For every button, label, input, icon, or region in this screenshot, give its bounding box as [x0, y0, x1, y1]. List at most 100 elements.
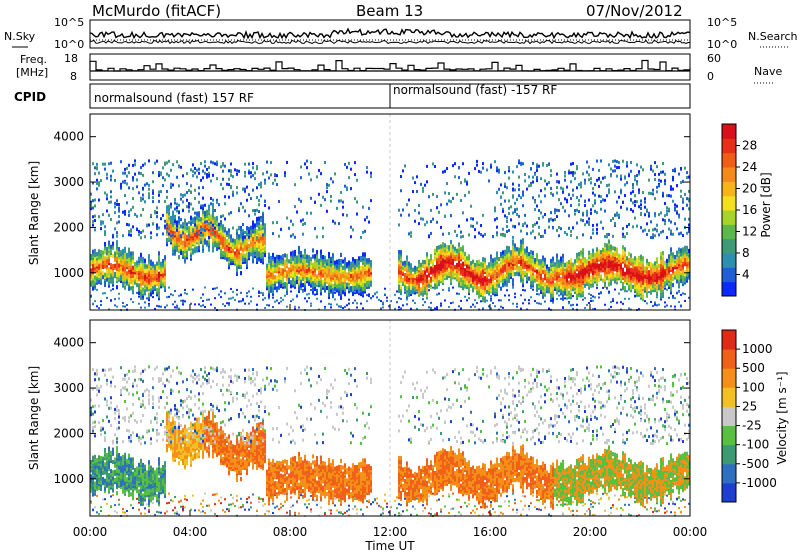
power-cell	[424, 270, 426, 275]
power-cell	[442, 254, 444, 259]
power-cell	[592, 299, 594, 302]
power-cell	[528, 302, 530, 305]
power-cell	[502, 258, 504, 263]
power-cell	[254, 237, 256, 242]
power-cell	[186, 292, 188, 295]
power-cell	[544, 300, 546, 303]
power-cell	[580, 250, 582, 255]
power-cell	[604, 198, 606, 202]
power-cell	[286, 290, 288, 295]
nave-tick-high: 60	[707, 52, 721, 65]
power-cell	[304, 297, 306, 300]
power-cell	[310, 196, 312, 200]
power-cell	[468, 297, 470, 300]
power-cell	[592, 295, 594, 298]
power-cell	[298, 250, 300, 255]
power-cell	[346, 187, 348, 191]
power-cell	[572, 193, 574, 197]
power-cell	[150, 269, 152, 275]
power-cell	[290, 290, 292, 293]
power-cell	[500, 183, 502, 187]
power-cell	[580, 264, 582, 269]
power-cell	[504, 214, 506, 218]
power-cell	[142, 186, 144, 190]
power-cell	[364, 274, 366, 280]
power-cell	[364, 252, 366, 257]
power-cell	[140, 231, 142, 235]
power-cell	[180, 299, 182, 302]
power-cell	[214, 209, 216, 213]
power-cell	[98, 249, 100, 254]
power-cell	[572, 226, 574, 230]
power-cell	[422, 292, 424, 297]
power-cell	[406, 255, 408, 260]
power-cell	[146, 268, 148, 273]
power-cell	[504, 184, 506, 188]
power-cell	[226, 238, 228, 244]
power-cell	[112, 253, 114, 259]
power-cell	[570, 162, 572, 166]
power-cell	[152, 189, 154, 193]
n-search-tick-low: 10^0	[707, 38, 737, 51]
power-cell	[306, 254, 308, 259]
power-cell	[276, 221, 278, 225]
power-cell	[334, 172, 336, 176]
power-cell	[612, 270, 614, 275]
power-cell	[580, 183, 582, 187]
power-cell	[532, 288, 534, 291]
power-cell	[420, 182, 422, 186]
power-cell	[204, 164, 206, 168]
power-cell	[356, 258, 358, 264]
power-cell	[262, 219, 264, 223]
power-cell	[576, 277, 578, 282]
beam-title: Beam 13	[356, 2, 423, 20]
power-cell	[248, 252, 250, 257]
power-cell	[408, 213, 410, 217]
power-cell	[258, 290, 260, 293]
power-cell	[548, 307, 550, 310]
power-cell	[304, 221, 306, 225]
power-cell	[616, 301, 618, 304]
power-cell	[608, 308, 610, 311]
power-cell	[186, 205, 188, 209]
power-cell	[606, 251, 608, 256]
power-cell	[576, 208, 578, 212]
power-cell	[254, 209, 256, 213]
power-cell	[550, 211, 552, 215]
power-cell	[132, 225, 134, 229]
power-cell	[200, 233, 202, 237]
power-cell	[348, 298, 350, 301]
power-cell	[474, 305, 476, 308]
power-cell	[320, 203, 322, 207]
power-cell	[516, 198, 518, 202]
power-cell	[458, 292, 460, 295]
power-cell	[248, 235, 250, 239]
power-cell	[114, 251, 116, 256]
power-cell	[148, 159, 150, 163]
power-cell	[396, 301, 398, 304]
power-cell	[416, 307, 418, 310]
power-cell	[598, 168, 600, 172]
power-cell	[104, 191, 106, 195]
power-cell	[214, 220, 216, 225]
power-cell	[210, 303, 212, 306]
power-cell	[606, 267, 608, 273]
power-cell	[144, 200, 146, 204]
power-cell	[506, 225, 508, 229]
power-cell	[316, 297, 318, 300]
power-cell	[580, 218, 582, 222]
power-cell	[606, 184, 608, 188]
power-cell	[582, 233, 584, 237]
power-cell	[342, 213, 344, 217]
power-cell	[248, 171, 250, 175]
power-cell	[440, 302, 442, 305]
power-cell	[232, 296, 234, 299]
power-cell	[538, 216, 540, 220]
power-cell	[572, 161, 574, 165]
power-cell	[212, 287, 214, 290]
power-cell	[368, 293, 370, 296]
power-cell	[138, 191, 140, 195]
power-cell	[488, 284, 490, 289]
power-cell	[138, 229, 140, 233]
power-cell	[542, 162, 544, 166]
